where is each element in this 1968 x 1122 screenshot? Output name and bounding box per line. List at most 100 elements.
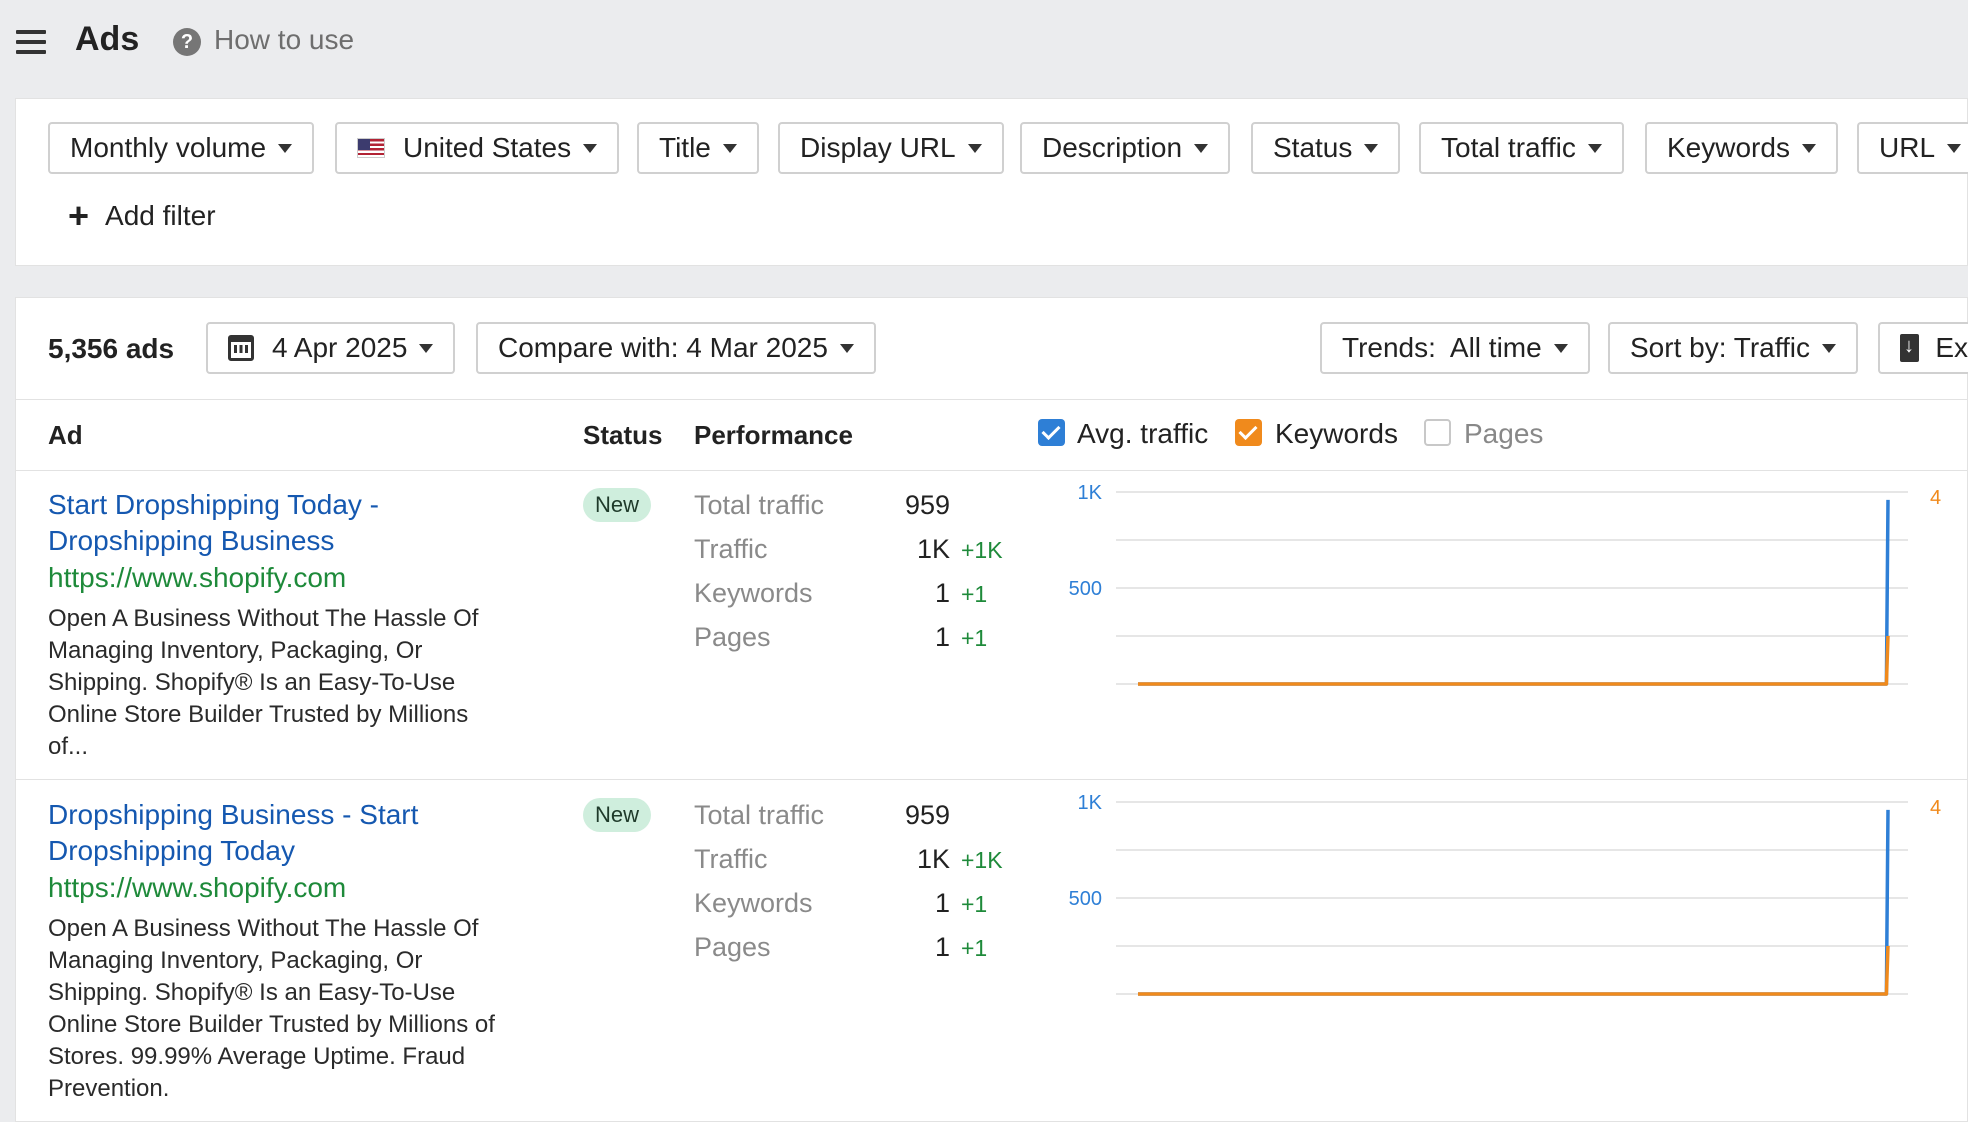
perf-label: Keywords [694,888,813,918]
caret-down-icon [1553,343,1568,353]
perf-delta: +1 [961,935,988,961]
column-header-ad: Ad [48,420,83,450]
perf-label: Pages [694,622,771,652]
perf-label: Keywords [694,578,813,608]
date-picker-button[interactable]: 4 Apr 2025 [206,322,456,374]
ad-title-line: Dropshipping Business - Start [48,799,419,830]
filter-display-url[interactable]: Display URL [778,122,1004,174]
status-badge: New [583,488,652,522]
filter-label: Keywords [1667,132,1790,163]
plus-icon: + [68,195,90,236]
date-label: 4 Apr 2025 [272,332,408,363]
divider [15,470,1968,471]
perf-value: 1K [916,844,950,874]
column-header-performance: Performance [694,420,853,450]
filter-label: URL [1879,132,1936,163]
perf-label: Total traffic [694,800,825,830]
filter-keywords[interactable]: Keywords [1645,122,1838,174]
ad-description: Open A Business Without The Hassle Of Ma… [48,913,548,1105]
filter-total-traffic[interactable]: Total traffic [1419,122,1624,174]
add-filter-label: Add filter [105,200,216,231]
calendar-icon [228,335,254,361]
perf-delta: +1 [961,581,988,607]
perf-delta: +1 [961,891,988,917]
description-line: Online Store Builder Trusted by Millions… [48,1011,495,1038]
filter-description[interactable]: Description [1020,122,1231,174]
pages-checkbox[interactable] [1424,419,1451,446]
export-label: Ex [1935,332,1968,363]
filter-url[interactable]: URL [1857,122,1968,174]
filter-title[interactable]: Title [637,122,759,174]
trend-chart: 1K 500 4 [1069,792,1941,996]
results-panel [15,297,1968,1122]
keywords-line [1138,635,1890,686]
avg-traffic-checkbox[interactable] [1038,419,1065,446]
description-line: Online Store Builder Trusted by Millions [48,701,469,728]
export-icon [1900,334,1920,362]
perf-value: 1 [934,578,950,608]
filter-country[interactable]: United States [335,122,620,174]
caret-down-icon [1194,143,1209,153]
description-line: Stores. 99.99% Average Uptime. Fraud [48,1043,466,1070]
page-title: Ads [75,20,140,58]
compare-date-button[interactable]: Compare with: 4 Mar 2025 [476,322,876,374]
add-filter-button[interactable]: + Add filter [68,198,216,234]
filter-label: Description [1042,132,1183,163]
ad-title-link[interactable]: Start Dropshipping Today - Dropshipping … [48,487,468,559]
us-flag-icon [357,138,385,158]
ad-url-link[interactable]: https://www.shopify.com [48,872,347,903]
caret-down-icon [839,343,854,353]
avg-traffic-checkbox-label[interactable]: Avg. traffic [1077,418,1209,449]
sort-label: Sort by: Traffic [1630,332,1810,363]
filter-label: Total traffic [1441,132,1576,163]
divider [15,779,1968,780]
description-line: Open A Business Without The Hassle Of [48,915,479,942]
left-axis-tick-label: 1K [1078,792,1103,814]
ad-title-link[interactable]: Dropshipping Business - Start Dropshippi… [48,797,468,869]
divider [15,399,1968,400]
question-circle-icon[interactable]: ? [173,28,201,56]
filter-label: Title [659,132,711,163]
caret-down-icon [1364,143,1379,153]
caret-down-icon [419,343,434,353]
perf-value: 1 [934,932,950,962]
ad-title-line: Dropshipping Today [48,835,295,866]
status-badge: New [583,798,652,832]
keywords-checkbox[interactable] [1235,419,1262,446]
description-line: Shipping. Shopify® Is an Easy-To-Use [48,669,456,696]
hamburger-menu-icon[interactable] [16,30,46,54]
ad-description: Open A Business Without The Hassle Of Ma… [48,603,548,763]
trends-dropdown[interactable]: Trends: All time [1320,322,1590,374]
ad-title-line: Dropshipping Business [48,525,335,556]
caret-down-icon [967,143,982,153]
caret-down-icon [1822,343,1836,353]
sort-dropdown[interactable]: Sort by: Traffic [1608,322,1858,374]
description-line: of... [48,733,89,760]
left-axis-tick-label: 500 [1069,888,1102,910]
caret-down-icon [1947,143,1962,153]
compare-label: Compare with: 4 Mar 2025 [498,332,828,363]
filter-monthly-volume[interactable]: Monthly volume [48,122,315,174]
keywords-checkbox-label[interactable]: Keywords [1275,418,1398,449]
filter-status[interactable]: Status [1251,122,1401,174]
perf-value: 959 [904,800,950,830]
avg-traffic-line [1138,499,1890,686]
how-to-use-link[interactable]: How to use [214,24,355,55]
description-line: Shipping. Shopify® Is an Easy-To-Use [48,979,456,1006]
trends-label: Trends: All time [1342,332,1542,363]
perf-delta: +1 [961,625,988,651]
perf-label: Traffic [694,844,768,874]
perf-label: Total traffic [694,490,825,520]
trend-chart: 1K 500 4 [1069,482,1941,686]
ads-count: 5,356 ads [48,333,175,364]
export-button[interactable]: Ex [1878,322,1968,374]
caret-down-icon [1801,143,1816,153]
ad-url-link[interactable]: https://www.shopify.com [48,562,347,593]
caret-down-icon [278,143,293,153]
avg-traffic-line [1138,809,1890,996]
pages-checkbox-label[interactable]: Pages [1464,418,1544,449]
caret-down-icon [583,143,598,153]
keywords-line [1138,945,1890,996]
caret-down-icon [722,143,737,153]
description-line: Open A Business Without The Hassle Of [48,605,479,632]
